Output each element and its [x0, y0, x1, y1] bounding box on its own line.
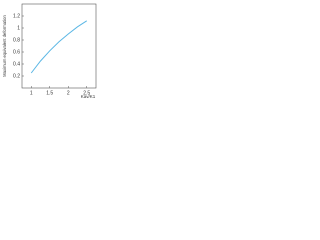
y-tick-label: 1 — [17, 25, 20, 31]
y-tick-label: 0.8 — [13, 37, 20, 43]
chart: Maximum equivalent deformation Kav/K1 0.… — [2, 3, 97, 99]
y-tick-label: 0.2 — [13, 73, 20, 79]
y-tick-label: 1.2 — [13, 13, 20, 19]
x-tick-label: 2.5 — [83, 90, 90, 96]
plot-frame — [21, 3, 97, 89]
x-tick-label: 1 — [30, 90, 33, 96]
x-tick-label: 2 — [67, 90, 70, 96]
y-tick-label: 0.6 — [13, 49, 20, 55]
y-tick-label: 0.4 — [13, 61, 20, 67]
x-axis-label: Kav/K1 — [81, 94, 96, 99]
x-tick-label: 1.5 — [46, 90, 53, 96]
y-axis-label: Maximum equivalent deformation — [2, 14, 7, 76]
line — [30, 20, 88, 74]
